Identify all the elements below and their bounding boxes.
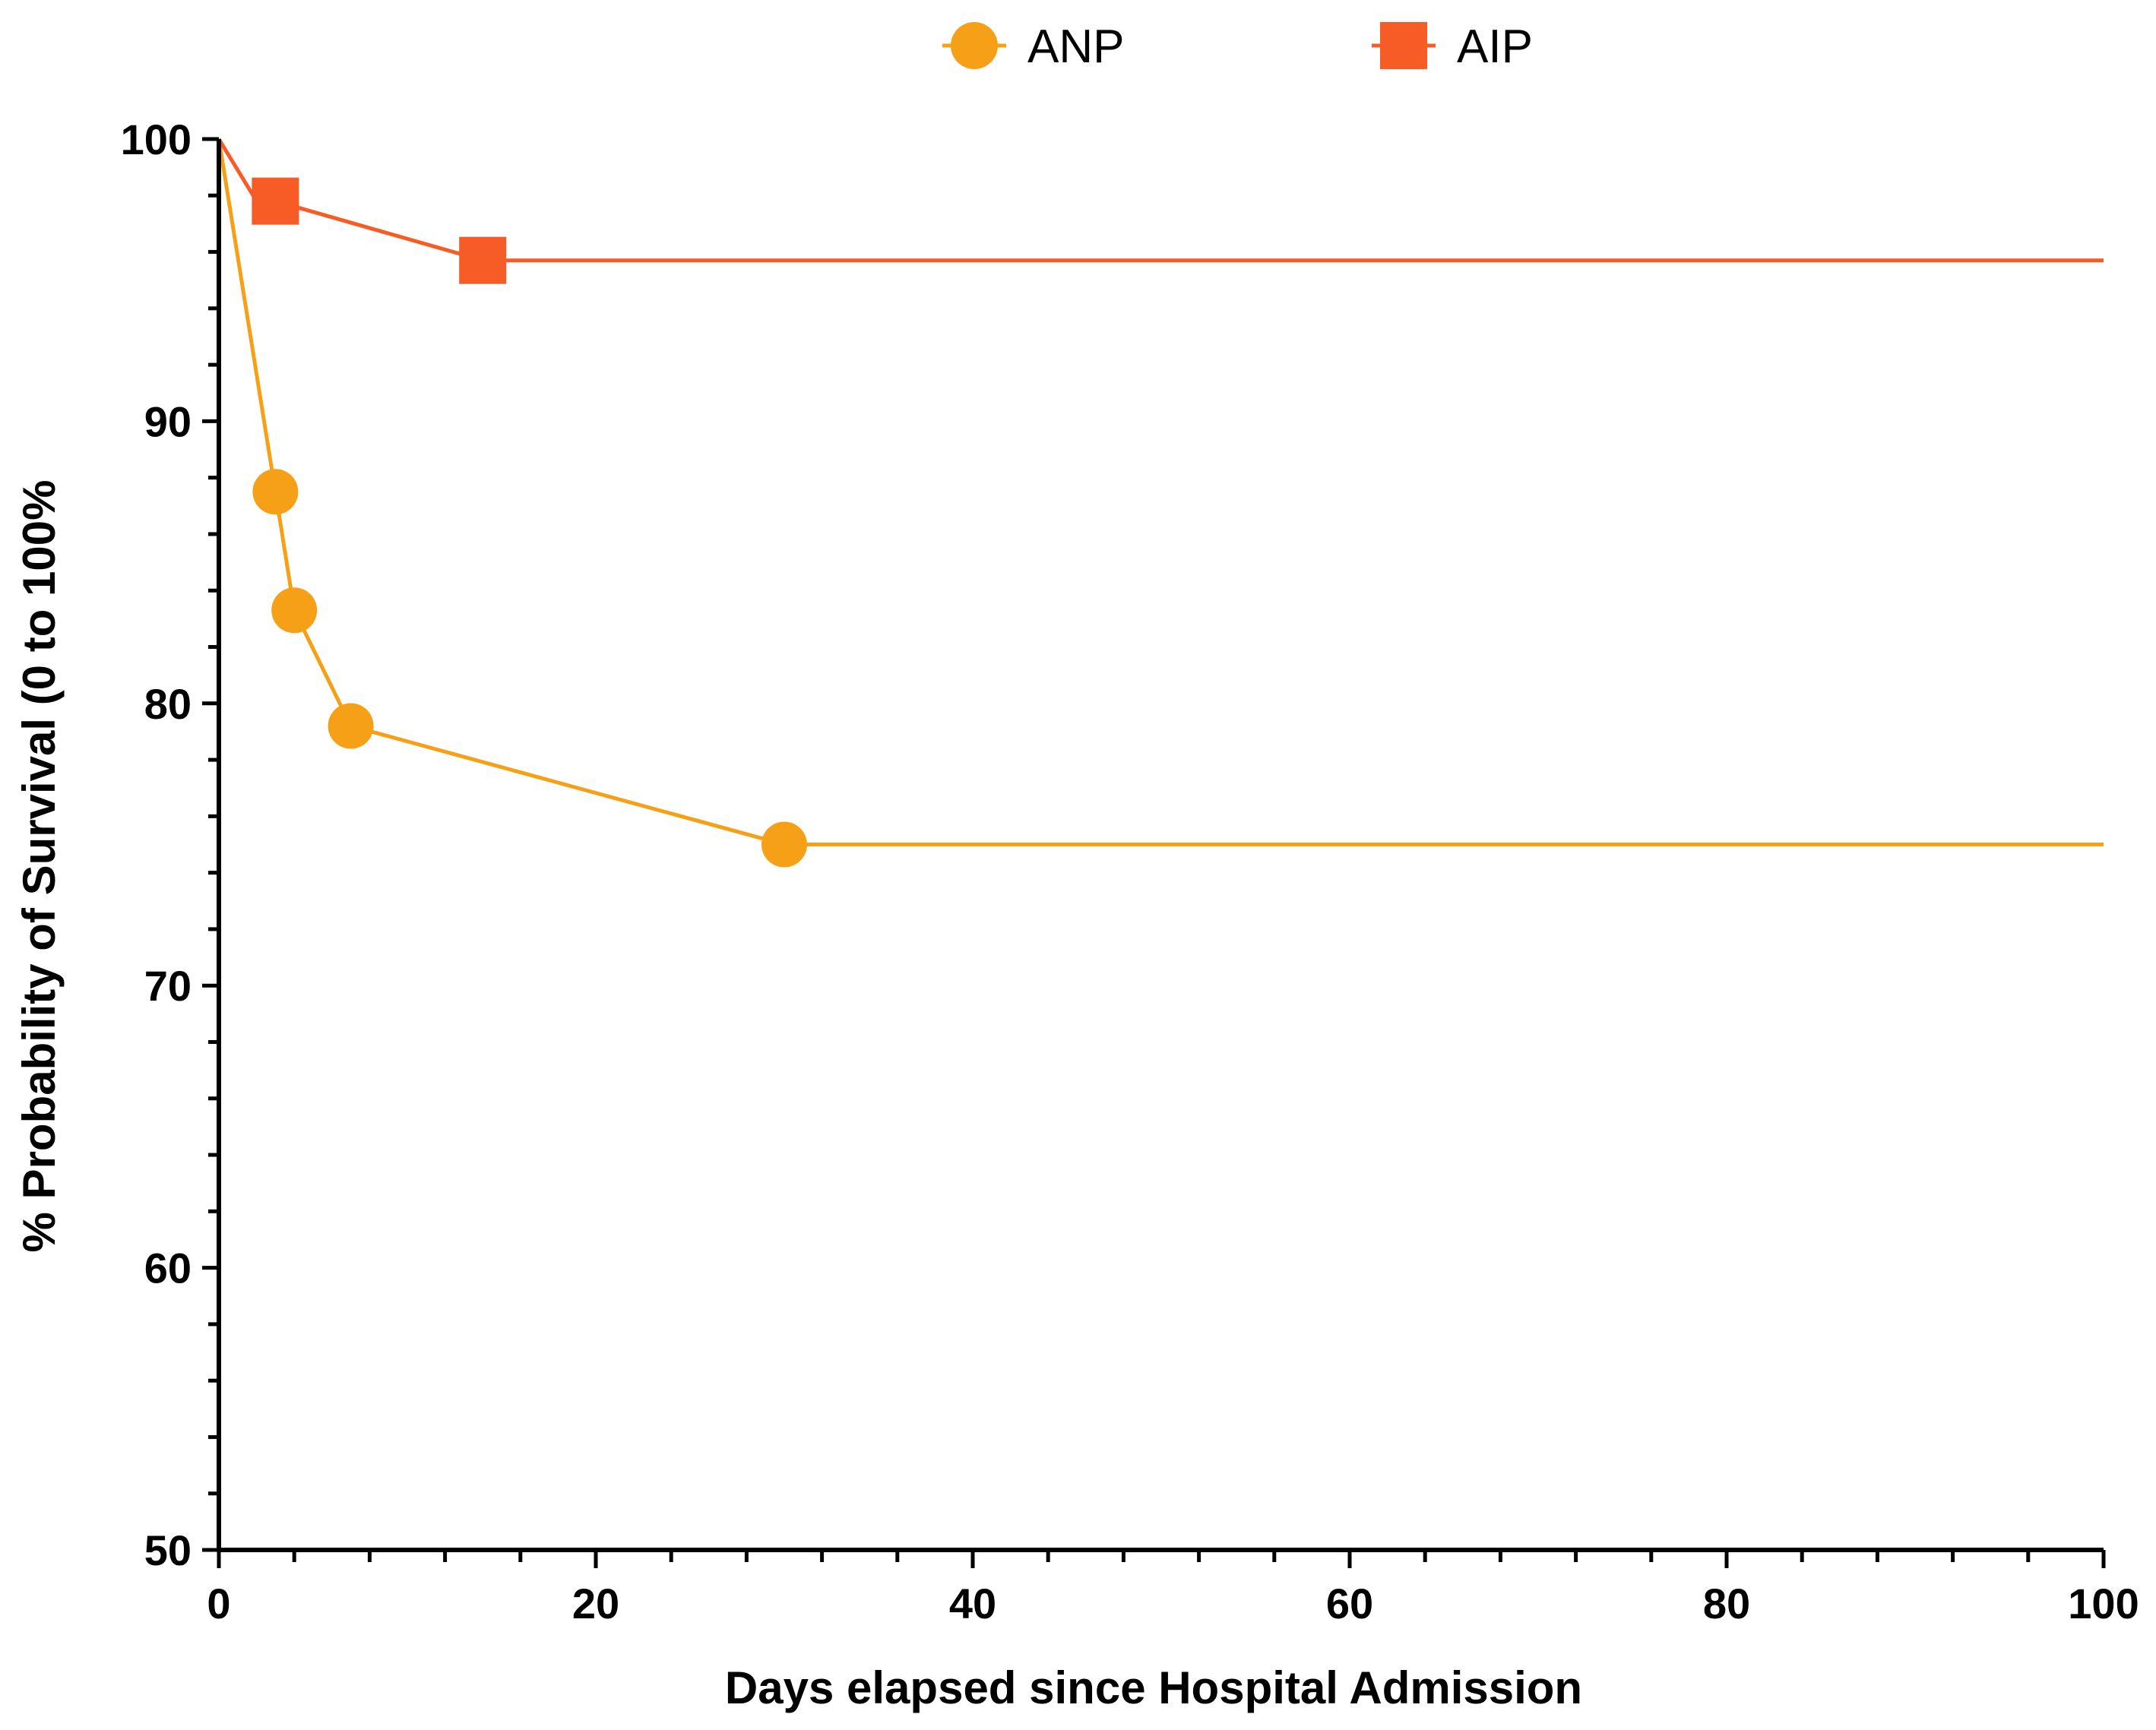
data-point-anp [328,703,374,749]
y-tick-label: 80 [144,680,192,728]
x-tick-label: 80 [1703,1580,1750,1627]
x-tick-label: 40 [949,1580,996,1627]
x-tick-label: 100 [2068,1580,2139,1627]
legend-label-aip: AIP [1457,21,1533,73]
y-tick-label: 90 [144,397,192,445]
y-tick-label: 100 [121,115,192,163]
data-point-anp [252,469,299,515]
data-point-aip [459,236,507,284]
y-tick-label: 50 [144,1526,192,1574]
y-axis-title: % Probability of Survival (0 to 100% [14,480,65,1253]
y-tick-label: 60 [144,1245,192,1292]
legend-label-anp: ANP [1027,21,1124,73]
x-tick-label: 0 [207,1580,230,1627]
y-tick-label: 70 [144,962,192,1010]
x-tick-label: 60 [1326,1580,1373,1627]
data-point-aip [252,177,299,225]
legend: ANP AIP [942,21,1533,73]
data-point-anp [761,821,807,868]
series-line-anp [217,138,2104,846]
x-tick-label: 20 [572,1580,619,1627]
axis-labels: 50 60 70 80 90 100 0 20 40 60 80 100 Days elapsed si… [14,115,2139,1713]
x-axis-title: Days elapsed since Hospital Admission [725,1662,1582,1713]
axes [202,137,2106,1568]
legend-marker-aip [1380,22,1427,69]
series-layer [217,138,2104,868]
legend-marker-anp [951,22,998,69]
data-point-anp [271,587,318,634]
